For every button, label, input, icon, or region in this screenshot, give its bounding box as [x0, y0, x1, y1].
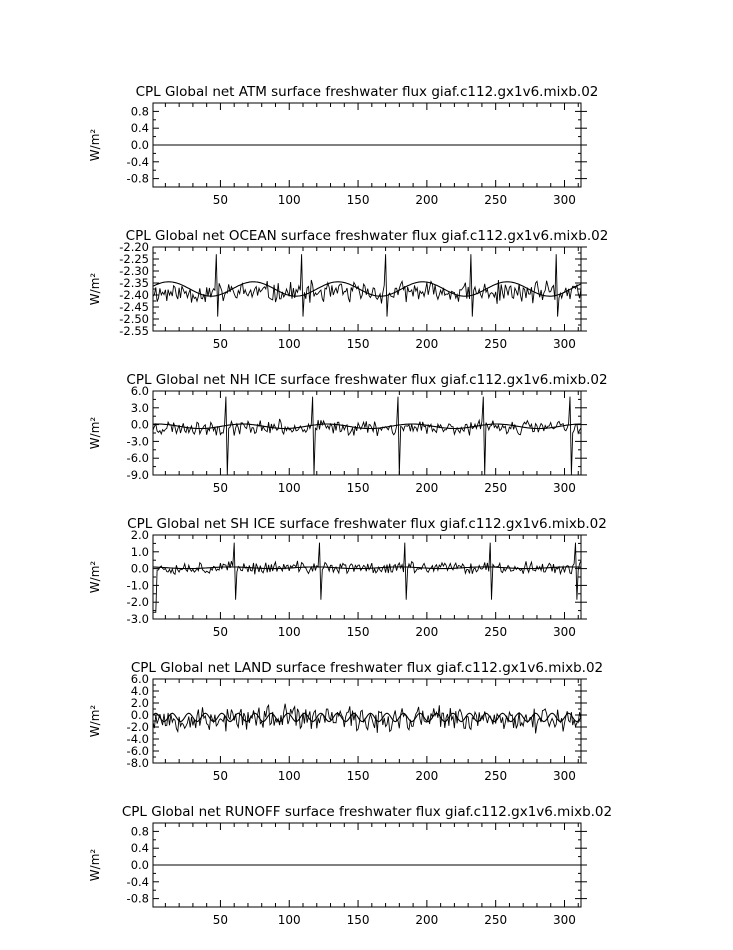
panel-5-xtick-label: 250 — [484, 769, 507, 783]
panel-1-xtick-label: 50 — [213, 193, 228, 207]
panel-1-ytick-label: 0.4 — [131, 121, 149, 135]
panel-3-ytick-label: 6.0 — [131, 384, 149, 398]
panel-5-title: CPL Global net LAND surface freshwater f… — [131, 660, 603, 676]
panel-6-xtick-label: 300 — [553, 913, 576, 927]
panel-1-title: CPL Global net ATM surface freshwater fl… — [136, 84, 599, 100]
panel-2-ytick-label: -2.30 — [119, 264, 149, 278]
panel-4-xtick-label: 50 — [213, 625, 228, 639]
panel-4-xtick-label: 150 — [347, 625, 370, 639]
panel-2-title: CPL Global net OCEAN surface freshwater … — [126, 228, 609, 244]
panel-4-series-2-line — [152, 566, 581, 570]
panel-1-xtick-label: 100 — [278, 193, 301, 207]
panel-3-frame — [152, 390, 582, 476]
panel-4-ytick-label: -3.0 — [127, 612, 149, 626]
panel-5-ytick-label: 2.0 — [131, 696, 149, 710]
panel-3-ytick-label: -9.0 — [127, 468, 149, 482]
panel-3-xtick-label: 250 — [484, 481, 507, 495]
panel-2-xtick-label: 150 — [347, 337, 370, 351]
panel-5-xtick-label: 100 — [278, 769, 301, 783]
panel-2-ytick-label: -2.45 — [119, 300, 149, 314]
panel-4-ytick-label: 1.0 — [131, 545, 149, 559]
panel-4-title: CPL Global net SH ICE surface freshwater… — [127, 516, 607, 532]
panel-5-frame — [152, 678, 582, 764]
panel-2-ytick-label: -2.25 — [119, 252, 149, 266]
panel-5-xtick-label: 150 — [347, 769, 370, 783]
panel-4-series-1-line — [153, 542, 582, 613]
panel-4-xtick-label: 300 — [553, 625, 576, 639]
panel-6-xtick-label: 150 — [347, 913, 370, 927]
panel-2-ylabel: W/m² — [88, 273, 102, 306]
panel-2-xtick-label: 100 — [278, 337, 301, 351]
panel-3-xtick-label: 200 — [415, 481, 438, 495]
panel-3-ylabel: W/m² — [88, 417, 102, 450]
panel-4-xtick-label: 250 — [484, 625, 507, 639]
panel-4-ytick-label: 0.0 — [131, 562, 149, 576]
panel-2-xtick-label: 50 — [213, 337, 228, 351]
panel-6-xtick-label: 200 — [415, 913, 438, 927]
panel-1-ytick-label: -0.4 — [127, 155, 149, 169]
panel-5-ytick-label: -2.0 — [127, 720, 149, 734]
panel-3-series-1-line — [152, 396, 582, 476]
panel-4-xtick-label: 100 — [278, 625, 301, 639]
panel-6-title: CPL Global net RUNOFF surface freshwater… — [122, 804, 612, 820]
panel-3-ytick-label: -6.0 — [127, 451, 149, 465]
panel-2-series-2-line — [152, 281, 582, 297]
panel-6-ylabel: W/m² — [88, 849, 102, 882]
panel-3-title: CPL Global net NH ICE surface freshwater… — [126, 372, 607, 388]
panel-6-ytick-label: 0.0 — [131, 858, 149, 872]
panel-5-series-1-line — [152, 703, 582, 734]
panel-4-ytick-label: -2.0 — [127, 595, 149, 609]
panel-2-xtick-label: 200 — [415, 337, 438, 351]
panel-3-ytick-label: -3.0 — [127, 434, 149, 448]
panel-4-frame — [152, 534, 582, 620]
panel-5-ytick-label: -4.0 — [127, 732, 149, 746]
panel-3-xtick-label: 100 — [278, 481, 301, 495]
panel-5-xtick-label: 300 — [553, 769, 576, 783]
panel-5-ytick-label: -8.0 — [127, 756, 149, 770]
panel-1-ytick-label: 0.8 — [131, 104, 149, 118]
panel-1-ylabel: W/m² — [88, 129, 102, 162]
panel-1-xtick-label: 300 — [553, 193, 576, 207]
panel-2-ytick-label: -2.50 — [119, 312, 149, 326]
panel-5-ytick-label: -6.0 — [127, 744, 149, 758]
panel-2-xtick-label: 250 — [484, 337, 507, 351]
panel-5-ytick-label: 0.0 — [131, 708, 149, 722]
panel-5-xtick-label: 50 — [213, 769, 228, 783]
panel-1-xtick-label: 250 — [484, 193, 507, 207]
panel-5-xtick-label: 200 — [415, 769, 438, 783]
panel-6-xtick-label: 100 — [278, 913, 301, 927]
panel-6-ytick-label: -0.8 — [127, 892, 149, 906]
panel-3-ytick-label: 0.0 — [131, 418, 149, 432]
panel-4-ylabel: W/m² — [88, 561, 102, 594]
panel-5-series-2-line — [152, 712, 582, 723]
panel-2-ytick-label: -2.55 — [119, 324, 149, 338]
panel-6-ytick-label: 0.8 — [131, 824, 149, 838]
panel-3-xtick-label: 50 — [213, 481, 228, 495]
panel-2-xtick-label: 300 — [553, 337, 576, 351]
panel-6-ytick-label: 0.4 — [131, 841, 149, 855]
panel-4-xtick-label: 200 — [415, 625, 438, 639]
panel-3-xtick-label: 300 — [553, 481, 576, 495]
panel-1-xtick-label: 150 — [347, 193, 370, 207]
panel-3-xtick-label: 150 — [347, 481, 370, 495]
panel-1-xtick-label: 200 — [415, 193, 438, 207]
panel-2-series-1-line — [152, 254, 582, 317]
panel-6-xtick-label: 250 — [484, 913, 507, 927]
panel-1-ytick-label: -0.8 — [127, 172, 149, 186]
panel-2-ytick-label: -2.40 — [119, 288, 149, 302]
panel-6-xtick-label: 50 — [213, 913, 228, 927]
panel-5-ytick-label: 6.0 — [131, 672, 149, 686]
panel-5-ylabel: W/m² — [88, 705, 102, 738]
panel-6-ytick-label: -0.4 — [127, 875, 149, 889]
panel-3-series-2-line — [152, 423, 582, 430]
panel-5-ytick-label: 4.0 — [131, 684, 149, 698]
panel-2-ytick-label: -2.20 — [119, 240, 149, 254]
panel-3-ytick-label: 3.0 — [131, 401, 149, 415]
panel-4-ytick-label: 2.0 — [131, 528, 149, 542]
panel-1-ytick-label: 0.0 — [131, 138, 149, 152]
panel-4-ytick-label: -1.0 — [127, 578, 149, 592]
panel-2-ytick-label: -2.35 — [119, 276, 149, 290]
